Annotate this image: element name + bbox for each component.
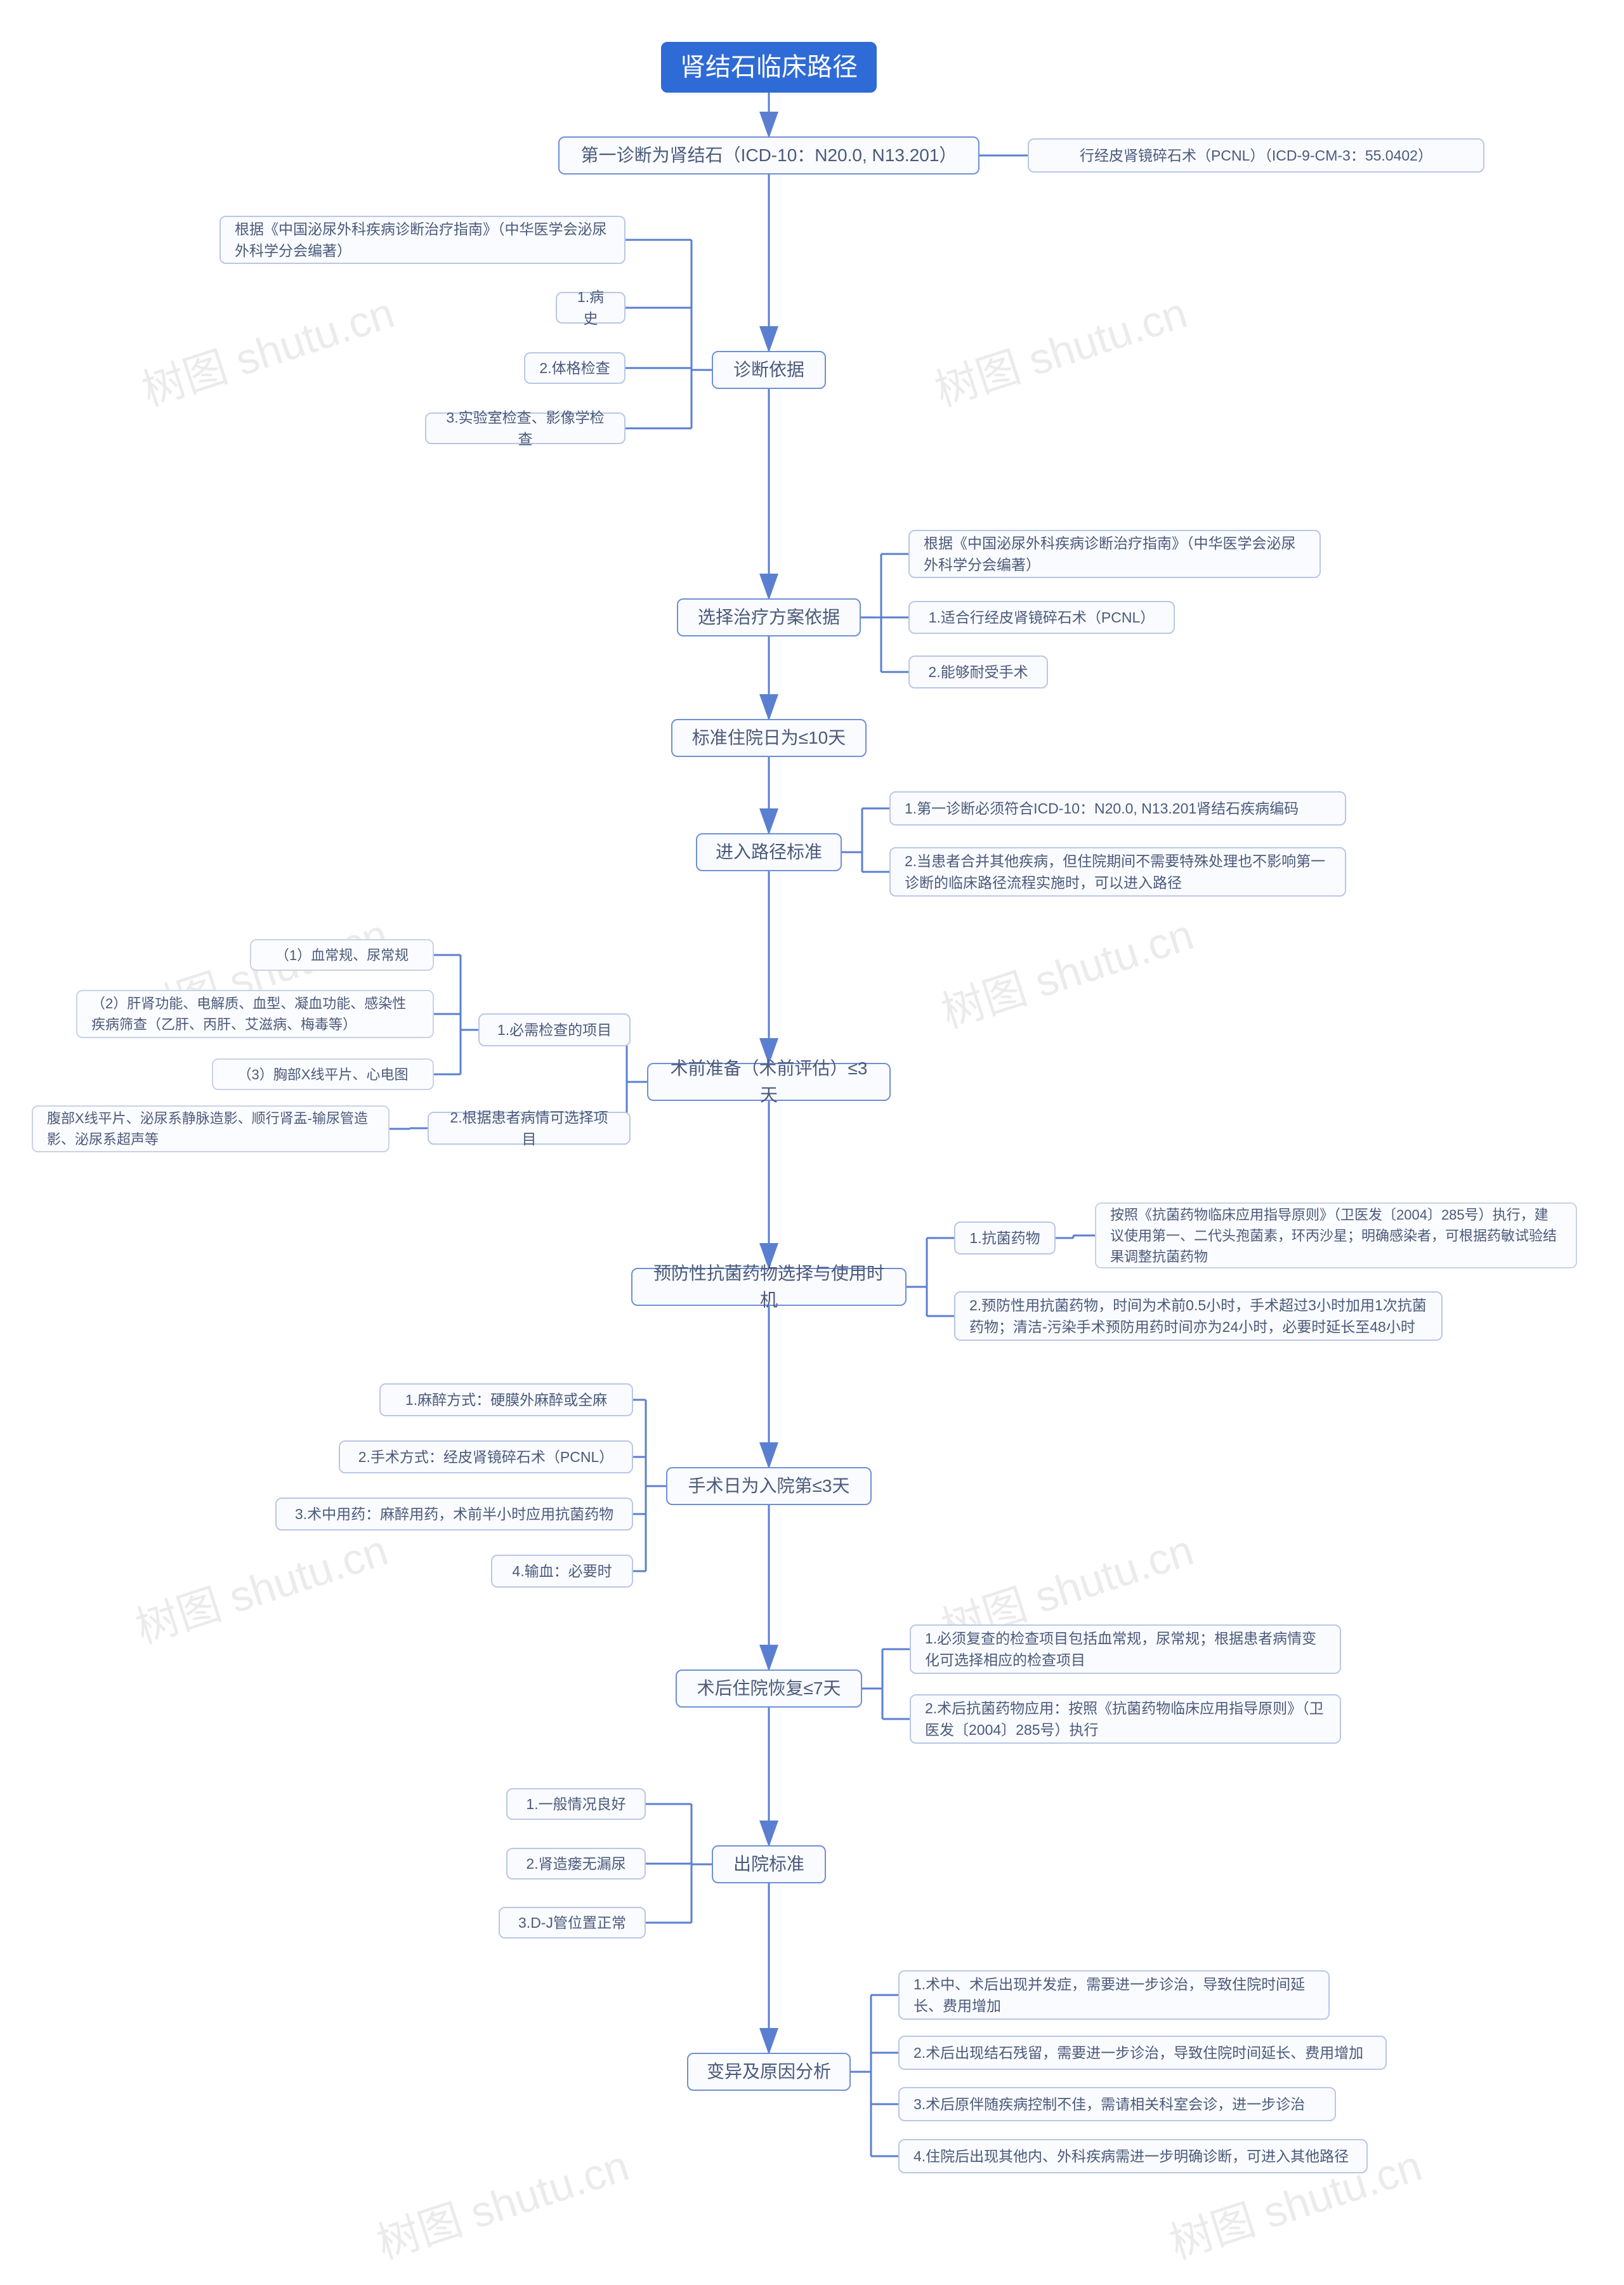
spine-node-2: 诊断依据 [712, 351, 826, 389]
child-n2_left-1: 根据《中国泌尿外科疾病诊断治疗指南》（中华医学会泌尿外科学分会编著） [219, 216, 625, 264]
watermark-text: 树图 shutu.cn [126, 1515, 394, 1656]
spine-node-8-label: 手术日为入院第≤3天 [688, 1473, 850, 1499]
child-n2_left-2: 1.病史 [556, 292, 625, 324]
spine-node-5-label: 进入路径标准 [716, 839, 822, 866]
child-n9_right-2-label: 2.术后抗菌药物应用：按照《抗菌药物临床应用指导原则》（卫医发〔2004〕285… [925, 1697, 1326, 1741]
child-n3_right-2: 1.适合行经皮肾镜碎石术（PCNL） [908, 601, 1175, 634]
child-n2_left-2-label: 1.病史 [571, 286, 610, 330]
child-n8_left-1: 1.麻醉方式：硬膜外麻醉或全麻 [379, 1383, 633, 1416]
child-n3_right-3-label: 2.能够耐受手术 [928, 661, 1028, 683]
root-node: 肾结石临床路径 [661, 42, 877, 93]
child-n10_left-2: 2.肾造瘘无漏尿 [506, 1848, 646, 1880]
child-n6_left-1: 1.必需检查的项目 [478, 1013, 631, 1046]
spine-node-4: 标准住院日为≤10天 [671, 719, 867, 757]
spine-node-9: 术后住院恢复≤7天 [676, 1669, 862, 1708]
spine-node-1: 第一诊断为肾结石（ICD-10：N20.0, N13.201） [558, 136, 979, 175]
child-n11_right-2: 2.术后出现结石残留，需要进一步诊治，导致住院时间延长、费用增加 [898, 2036, 1387, 2070]
child-n5_right-1: 1.第一诊断必须符合ICD-10：N20.0, N13.201肾结石疾病编码 [889, 791, 1346, 826]
child-n8_left-2-label: 2.手术方式：经皮肾镜碎石术（PCNL） [358, 1446, 614, 1468]
child-n8_left-4: 4.输血：必要时 [491, 1555, 633, 1588]
child-n7_right-2: 2.预防性用抗菌药物，时间为术前0.5小时，手术超过3小时加用1次抗菌药物；清洁… [954, 1291, 1443, 1341]
child-n10_left-2-label: 2.肾造瘘无漏尿 [526, 1853, 625, 1875]
child-n10_left-1-label: 1.一般情况良好 [526, 1793, 625, 1815]
child-n6_left-2-label: 2.根据患者病情可选择项目 [443, 1107, 615, 1150]
child-n11_right-1-label: 1.术中、术后出现并发症，需要进一步诊治，导致住院时间延长、费用增加 [914, 1973, 1314, 2017]
child-n2_left-3-label: 2.体格检查 [539, 357, 610, 379]
child-n6_left_sub1-2-label: （2）肝肾功能、电解质、血型、凝血功能、感染性疾病筛查（乙肝、丙肝、艾滋病、梅毒… [91, 993, 419, 1035]
watermark-text: 树图 shutu.cn [367, 2131, 635, 2271]
child-n3_right-3: 2.能够耐受手术 [908, 655, 1048, 688]
spine-node-9-label: 术后住院恢复≤7天 [697, 1675, 841, 1702]
spine-node-10-label: 出院标准 [733, 1851, 804, 1878]
child-n11_right-3: 3.术后原伴随疾病控制不佳，需请相关科室会诊，进一步诊治 [898, 2087, 1336, 2121]
spine-node-11: 变异及原因分析 [687, 2053, 851, 2091]
child-n7_right_sub1-1: 按照《抗菌药物临床应用指导原则》（卫医发〔2004〕285号）执行，建议使用第一… [1095, 1202, 1577, 1268]
spine-node-7: 预防性抗菌药物选择与使用时机 [631, 1268, 907, 1306]
child-n7_right_sub1-1-label: 按照《抗菌药物临床应用指导原则》（卫医发〔2004〕285号）执行，建议使用第一… [1110, 1204, 1562, 1267]
spine-node-4-label: 标准住院日为≤10天 [692, 725, 846, 751]
spine-node-5: 进入路径标准 [696, 833, 842, 871]
child-n8_left-3: 3.术中用药：麻醉用药，术前半小时应用抗菌药物 [275, 1498, 633, 1531]
child-n3_right-1-label: 根据《中国泌尿外科疾病诊断治疗指南》（中华医学会泌尿外科学分会编著） [924, 532, 1306, 576]
child-n10_left-3: 3.D-J管位置正常 [499, 1907, 646, 1939]
spine-node-11-label: 变异及原因分析 [707, 2058, 831, 2085]
spine-node-3-label: 选择治疗方案依据 [698, 604, 840, 631]
child-n5_right-2: 2.当患者合并其他疾病，但住院期间不需要特殊处理也不影响第一诊断的临床路径流程实… [889, 847, 1346, 897]
child-n5_right-1-label: 1.第一诊断必须符合ICD-10：N20.0, N13.201肾结石疾病编码 [905, 798, 1299, 820]
spine-node-7-label: 预防性抗菌药物选择与使用时机 [646, 1260, 891, 1314]
child-n7_right-1-label: 1.抗菌药物 [969, 1227, 1040, 1249]
child-n3_right-2-label: 1.适合行经皮肾镜碎石术（PCNL） [929, 607, 1155, 629]
child-n11_right-2-label: 2.术后出现结石残留，需要进一步诊治，导致住院时间延长、费用增加 [914, 2042, 1363, 2064]
watermark-text: 树图 shutu.cn [926, 278, 1193, 418]
child-n8_left-2: 2.手术方式：经皮肾镜碎石术（PCNL） [339, 1440, 633, 1473]
child-n2_left-3: 2.体格检查 [524, 352, 625, 384]
child-n11_right-3-label: 3.术后原伴随疾病控制不佳，需请相关科室会诊，进一步诊治 [914, 2093, 1305, 2116]
spine-node-6-label: 术前准备（术前评估）≤3天 [662, 1055, 875, 1109]
child-n2_left-4-label: 3.实验室检查、影像学检查 [440, 407, 610, 451]
child-n8_left-3-label: 3.术中用药：麻醉用药，术前半小时应用抗菌药物 [295, 1503, 613, 1525]
child-n7_right-2-label: 2.预防性用抗菌药物，时间为术前0.5小时，手术超过3小时加用1次抗菌药物；清洁… [969, 1294, 1427, 1338]
spine-node-3: 选择治疗方案依据 [677, 598, 861, 636]
watermark-text: 树图 shutu.cn [133, 278, 400, 418]
child-n11_right-1: 1.术中、术后出现并发症，需要进一步诊治，导致住院时间延长、费用增加 [898, 1970, 1330, 2020]
child-n11_right-4: 4.住院后出现其他内、外科疾病需进一步明确诊断，可进入其他路径 [898, 2139, 1368, 2173]
child-n7_right-1: 1.抗菌药物 [954, 1222, 1056, 1254]
child-n10_left-1: 1.一般情况良好 [506, 1788, 646, 1820]
spine-node-8: 手术日为入院第≤3天 [666, 1467, 872, 1505]
child-n6_left_sub1-1-label: （1）血常规、尿常规 [275, 945, 409, 966]
child-n1_right-1-label: 行经皮肾镜碎石术（PCNL）（ICD-9-CM-3：55.0402） [1080, 145, 1432, 167]
child-n10_left-3-label: 3.D-J管位置正常 [518, 1912, 626, 1934]
child-n11_right-4-label: 4.住院后出现其他内、外科疾病需进一步明确诊断，可进入其他路径 [914, 2145, 1349, 2168]
child-n8_left-1-label: 1.麻醉方式：硬膜外麻醉或全麻 [405, 1389, 607, 1411]
child-n6_left_sub2-1-label: 腹部X线平片、泌尿系静脉造影、顺行肾盂-输尿管造影、泌尿系超声等 [47, 1108, 374, 1150]
child-n2_left-1-label: 根据《中国泌尿外科疾病诊断治疗指南》（中华医学会泌尿外科学分会编著） [235, 218, 610, 262]
child-n5_right-2-label: 2.当患者合并其他疾病，但住院期间不需要特殊处理也不影响第一诊断的临床路径流程实… [905, 850, 1331, 894]
child-n2_left-4: 3.实验室检查、影像学检查 [425, 412, 625, 444]
spine-node-2-label: 诊断依据 [733, 357, 804, 383]
root-label: 肾结石临床路径 [680, 48, 858, 86]
child-n6_left_sub1-2: （2）肝肾功能、电解质、血型、凝血功能、感染性疾病筛查（乙肝、丙肝、艾滋病、梅毒… [76, 990, 434, 1038]
spine-node-1-label: 第一诊断为肾结石（ICD-10：N20.0, N13.201） [581, 142, 957, 169]
child-n1_right-1: 行经皮肾镜碎石术（PCNL）（ICD-9-CM-3：55.0402） [1028, 138, 1484, 173]
child-n8_left-4-label: 4.输血：必要时 [512, 1560, 612, 1583]
spine-node-6: 术前准备（术前评估）≤3天 [647, 1063, 891, 1101]
child-n6_left_sub1-3: （3）胸部X线平片、心电图 [212, 1058, 434, 1090]
child-n9_right-1: 1.必须复查的检查项目包括血常规，尿常规；根据患者病情变化可选择相应的检查项目 [910, 1624, 1341, 1674]
child-n9_right-2: 2.术后抗菌药物应用：按照《抗菌药物临床应用指导原则》（卫医发〔2004〕285… [910, 1694, 1341, 1744]
child-n6_left-1-label: 1.必需检查的项目 [497, 1019, 612, 1041]
child-n6_left_sub2-1: 腹部X线平片、泌尿系静脉造影、顺行肾盂-输尿管造影、泌尿系超声等 [32, 1105, 390, 1152]
watermark-text: 树图 shutu.cn [932, 900, 1200, 1040]
child-n9_right-1-label: 1.必须复查的检查项目包括血常规，尿常规；根据患者病情变化可选择相应的检查项目 [925, 1628, 1326, 1671]
spine-node-10: 出院标准 [712, 1845, 826, 1883]
child-n3_right-1: 根据《中国泌尿外科疾病诊断治疗指南》（中华医学会泌尿外科学分会编著） [908, 530, 1321, 578]
child-n6_left-2: 2.根据患者病情可选择项目 [428, 1112, 631, 1145]
child-n6_left_sub1-1: （1）血常规、尿常规 [250, 939, 434, 971]
child-n6_left_sub1-3-label: （3）胸部X线平片、心电图 [238, 1064, 409, 1085]
